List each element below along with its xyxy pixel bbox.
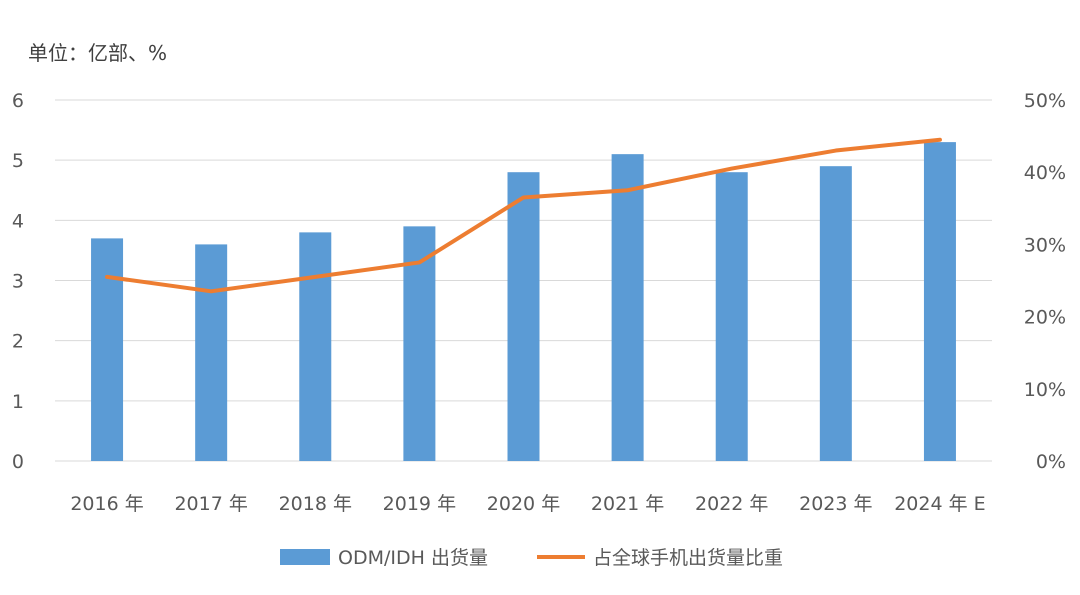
right-tick-label: 10% bbox=[1024, 379, 1066, 401]
right-tick-label: 40% bbox=[1024, 162, 1066, 184]
right-tick-label: 50% bbox=[1024, 90, 1066, 112]
left-tick-label: 3 bbox=[12, 271, 24, 293]
bar-6 bbox=[715, 172, 748, 461]
bar-5 bbox=[611, 154, 644, 461]
line-point-1 bbox=[209, 289, 213, 293]
x-tick-label: 2016 年 bbox=[70, 493, 143, 515]
right-tick-label: 20% bbox=[1024, 307, 1066, 329]
line-point-0 bbox=[105, 275, 109, 279]
line-series bbox=[105, 137, 942, 294]
bar-series bbox=[91, 142, 956, 461]
x-tick-label: 2022 年 bbox=[695, 493, 768, 515]
x-tick-label: 2021 年 bbox=[591, 493, 664, 515]
legend-label-bars: ODM/IDH 出货量 bbox=[338, 547, 488, 569]
bar-7 bbox=[819, 166, 852, 461]
x-axis-ticks: 2016 年 2017 年 2018 年 2019 年 2020 年 2021 年 2022… bbox=[70, 493, 985, 515]
x-tick-label: 2018 年 bbox=[279, 493, 352, 515]
left-tick-label: 2 bbox=[12, 331, 24, 353]
line-point-8 bbox=[938, 138, 942, 142]
bar-1 bbox=[195, 244, 228, 461]
x-tick-label: 2020 年 bbox=[487, 493, 560, 515]
right-axis-ticks: 0% 10% 20% 30% 40% 50% bbox=[1024, 90, 1066, 473]
bar-2 bbox=[299, 232, 332, 461]
line-point-2 bbox=[313, 275, 317, 279]
legend-swatch-bars bbox=[280, 549, 330, 565]
line-point-4 bbox=[522, 195, 525, 199]
left-tick-label: 6 bbox=[12, 90, 24, 112]
x-tick-label: 2017 年 bbox=[174, 493, 247, 515]
bar-0 bbox=[91, 238, 124, 461]
line-point-7 bbox=[834, 149, 838, 153]
right-tick-label: 0% bbox=[1036, 451, 1066, 473]
legend-label-line: 占全球手机出货量比重 bbox=[593, 547, 783, 569]
left-tick-label: 5 bbox=[12, 150, 24, 172]
unit-label: 单位：亿部、% bbox=[28, 41, 167, 65]
left-tick-label: 0 bbox=[12, 451, 24, 473]
line-point-3 bbox=[417, 260, 421, 264]
x-tick-label: 2024 年 E bbox=[894, 493, 985, 515]
bar-4 bbox=[507, 172, 540, 461]
x-tick-label: 2023 年 bbox=[799, 493, 872, 515]
x-tick-label: 2019 年 bbox=[383, 493, 456, 515]
left-tick-label: 1 bbox=[12, 391, 24, 413]
right-tick-label: 30% bbox=[1024, 234, 1066, 256]
line-point-5 bbox=[626, 188, 630, 192]
line-point-6 bbox=[730, 167, 734, 171]
left-tick-label: 4 bbox=[12, 210, 24, 232]
left-axis-ticks: 0 1 2 3 4 5 6 bbox=[12, 90, 24, 473]
legend: ODM/IDH 出货量 占全球手机出货量比重 bbox=[280, 547, 783, 569]
bar-8 bbox=[923, 142, 956, 461]
